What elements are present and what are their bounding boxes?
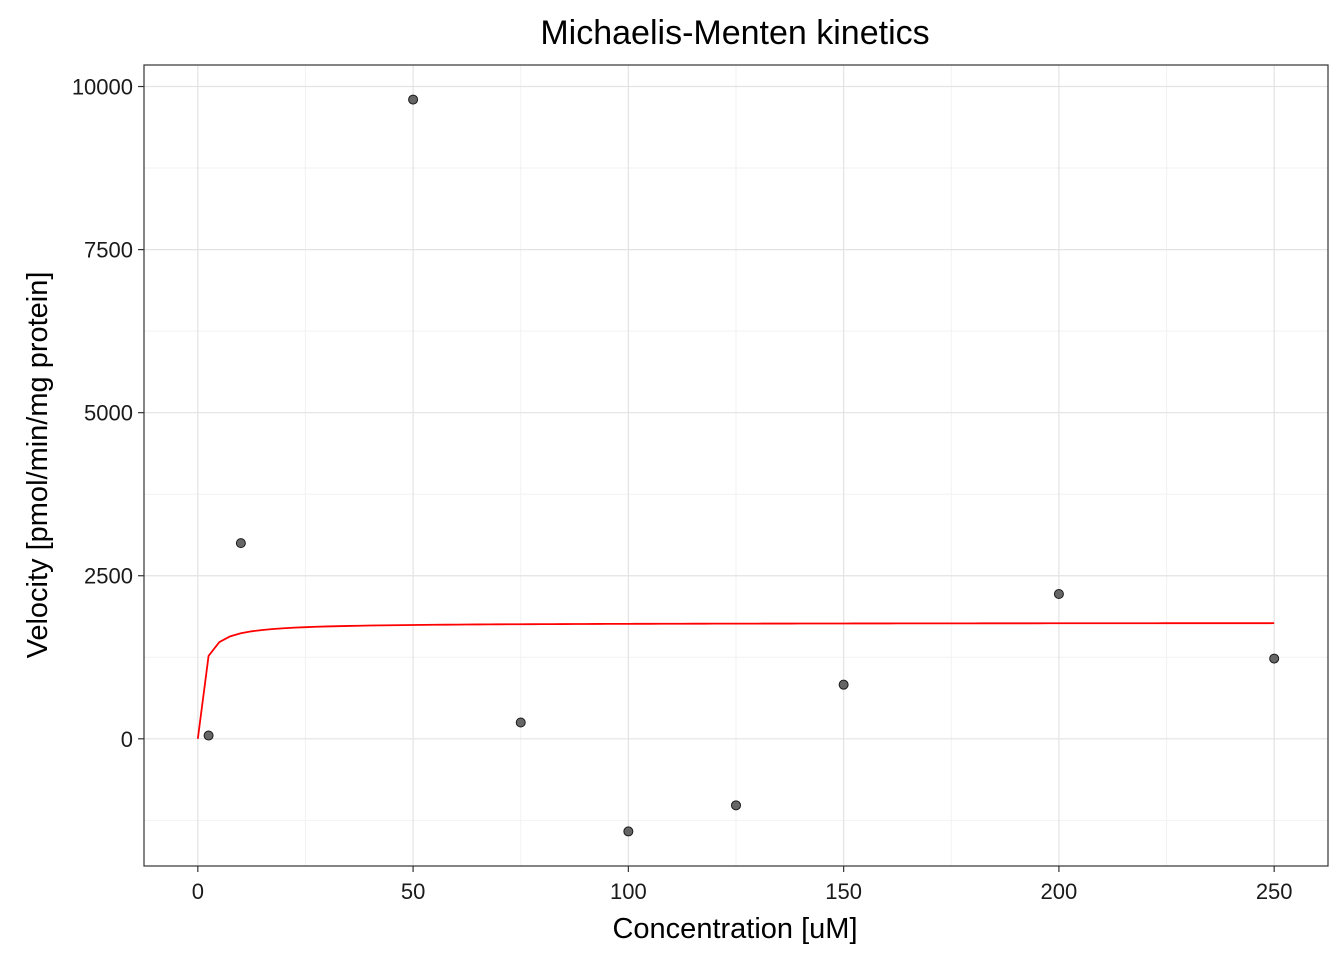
data-point bbox=[408, 94, 419, 105]
data-point bbox=[203, 730, 214, 741]
x-tick-label: 150 bbox=[825, 879, 862, 904]
data-point bbox=[623, 826, 634, 837]
chart-title: Michaelis-Menten kinetics bbox=[540, 14, 929, 52]
data-point bbox=[515, 717, 526, 728]
fit-curve bbox=[196, 622, 1275, 739]
data-point bbox=[1053, 588, 1064, 599]
y-tick-label: 10000 bbox=[72, 75, 133, 100]
y-tick-label: 2500 bbox=[84, 564, 133, 589]
x-tick-label: 0 bbox=[192, 879, 204, 904]
y-tick-label: 5000 bbox=[84, 401, 133, 426]
data-point bbox=[235, 538, 246, 549]
y-axis-title: Velocity [pmol/min/mg protein] bbox=[22, 272, 54, 659]
y-tick-label: 7500 bbox=[84, 238, 133, 263]
x-tick-label: 250 bbox=[1256, 879, 1293, 904]
x-tick-label: 50 bbox=[401, 879, 425, 904]
data-point bbox=[731, 800, 741, 811]
x-axis-ticks: 0 50 100 150 200 250 bbox=[192, 866, 1293, 904]
minor-gridlines bbox=[144, 65, 1328, 866]
x-tick-label: 100 bbox=[610, 879, 647, 904]
data-point bbox=[838, 679, 849, 690]
major-gridlines bbox=[144, 65, 1328, 866]
fit-curve-layer bbox=[196, 622, 1275, 739]
y-tick-label: 0 bbox=[121, 727, 133, 752]
x-tick-label: 200 bbox=[1041, 879, 1078, 904]
data-point bbox=[1269, 653, 1280, 664]
plot-panel-border bbox=[143, 64, 1329, 867]
data-points-layer bbox=[203, 94, 1280, 837]
y-axis-ticks: 0 2500 5000 7500 10000 bbox=[72, 75, 144, 752]
x-axis-title: Concentration [uM] bbox=[612, 913, 857, 945]
